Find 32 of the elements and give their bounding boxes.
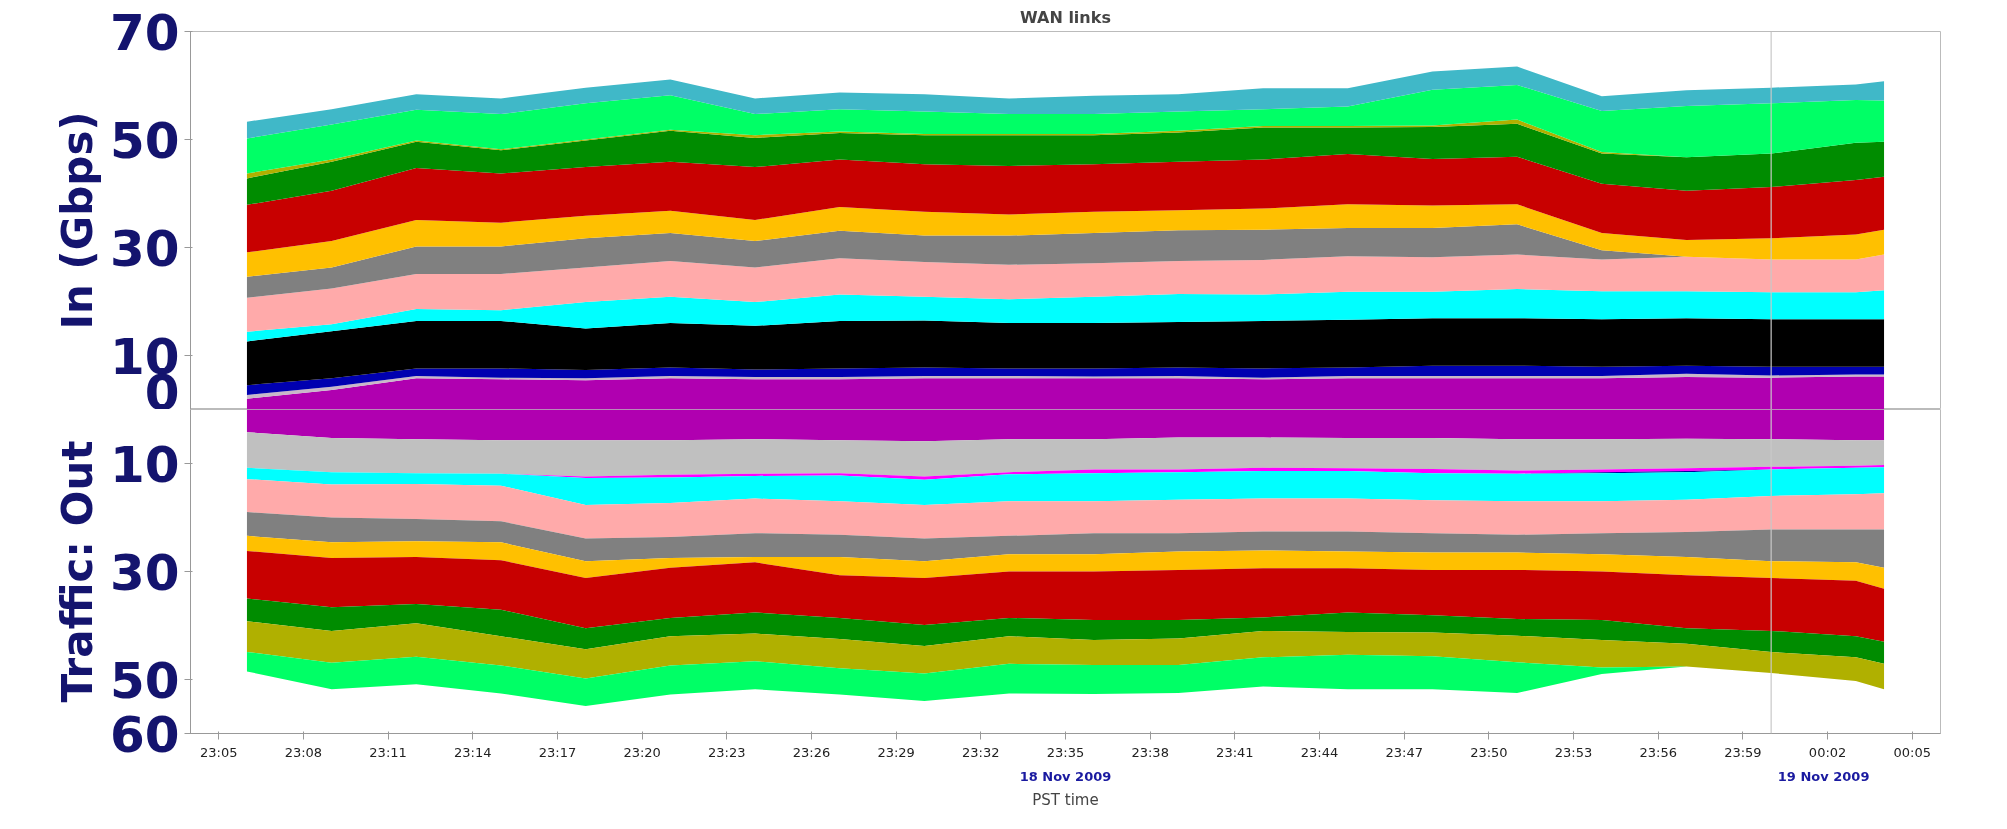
- x-tick-label: 23:50: [1470, 744, 1508, 760]
- y-tick-label: 50: [109, 111, 180, 170]
- y-tick-label: 30: [109, 543, 180, 602]
- chart-title: WAN links: [1020, 7, 1111, 27]
- x-tick-label: 23:23: [708, 744, 746, 760]
- x-tick-label: 23:41: [1216, 744, 1254, 760]
- text: 18 Nov 2009: [1019, 768, 1112, 784]
- x-tick-label: 23:29: [877, 744, 915, 760]
- x-axis-title: PST time: [1032, 790, 1099, 809]
- x-tick-label: 23:17: [538, 744, 577, 760]
- x-tick-label: 23:20: [623, 744, 661, 760]
- x-tick-label: 23:47: [1385, 744, 1423, 760]
- y-tick-label: 30: [109, 219, 180, 278]
- x-tick-label: 23:53: [1554, 744, 1593, 760]
- x-tick-label: 23:11: [369, 744, 407, 760]
- x-tick-label: 23:38: [1131, 744, 1169, 760]
- x-tick-label: 23:35: [1046, 744, 1085, 760]
- x-tick-label: 23:05: [199, 744, 238, 760]
- y-tick-label: 70: [109, 3, 180, 62]
- x-tick-label: 23:32: [962, 744, 1000, 760]
- y-axis-title: Traffic: Out: [52, 440, 102, 703]
- x-tick-label: 23:26: [792, 744, 831, 760]
- x-tick-label: 23:14: [454, 744, 492, 760]
- y-tick-label: 10: [109, 435, 180, 494]
- x-tick-label: 00:02: [1808, 744, 1847, 760]
- ref-line-label: 19 Nov 2009: [1777, 768, 1870, 784]
- x-tick-label: 23:56: [1639, 744, 1677, 760]
- x-tick-label: 00:05: [1893, 744, 1932, 760]
- x-tick-label: 23:08: [284, 744, 323, 760]
- x-tick-label: 23:59: [1724, 744, 1762, 760]
- y-axis-title: In (Gbps): [52, 111, 102, 330]
- x-tick-label: 23:44: [1300, 744, 1339, 760]
